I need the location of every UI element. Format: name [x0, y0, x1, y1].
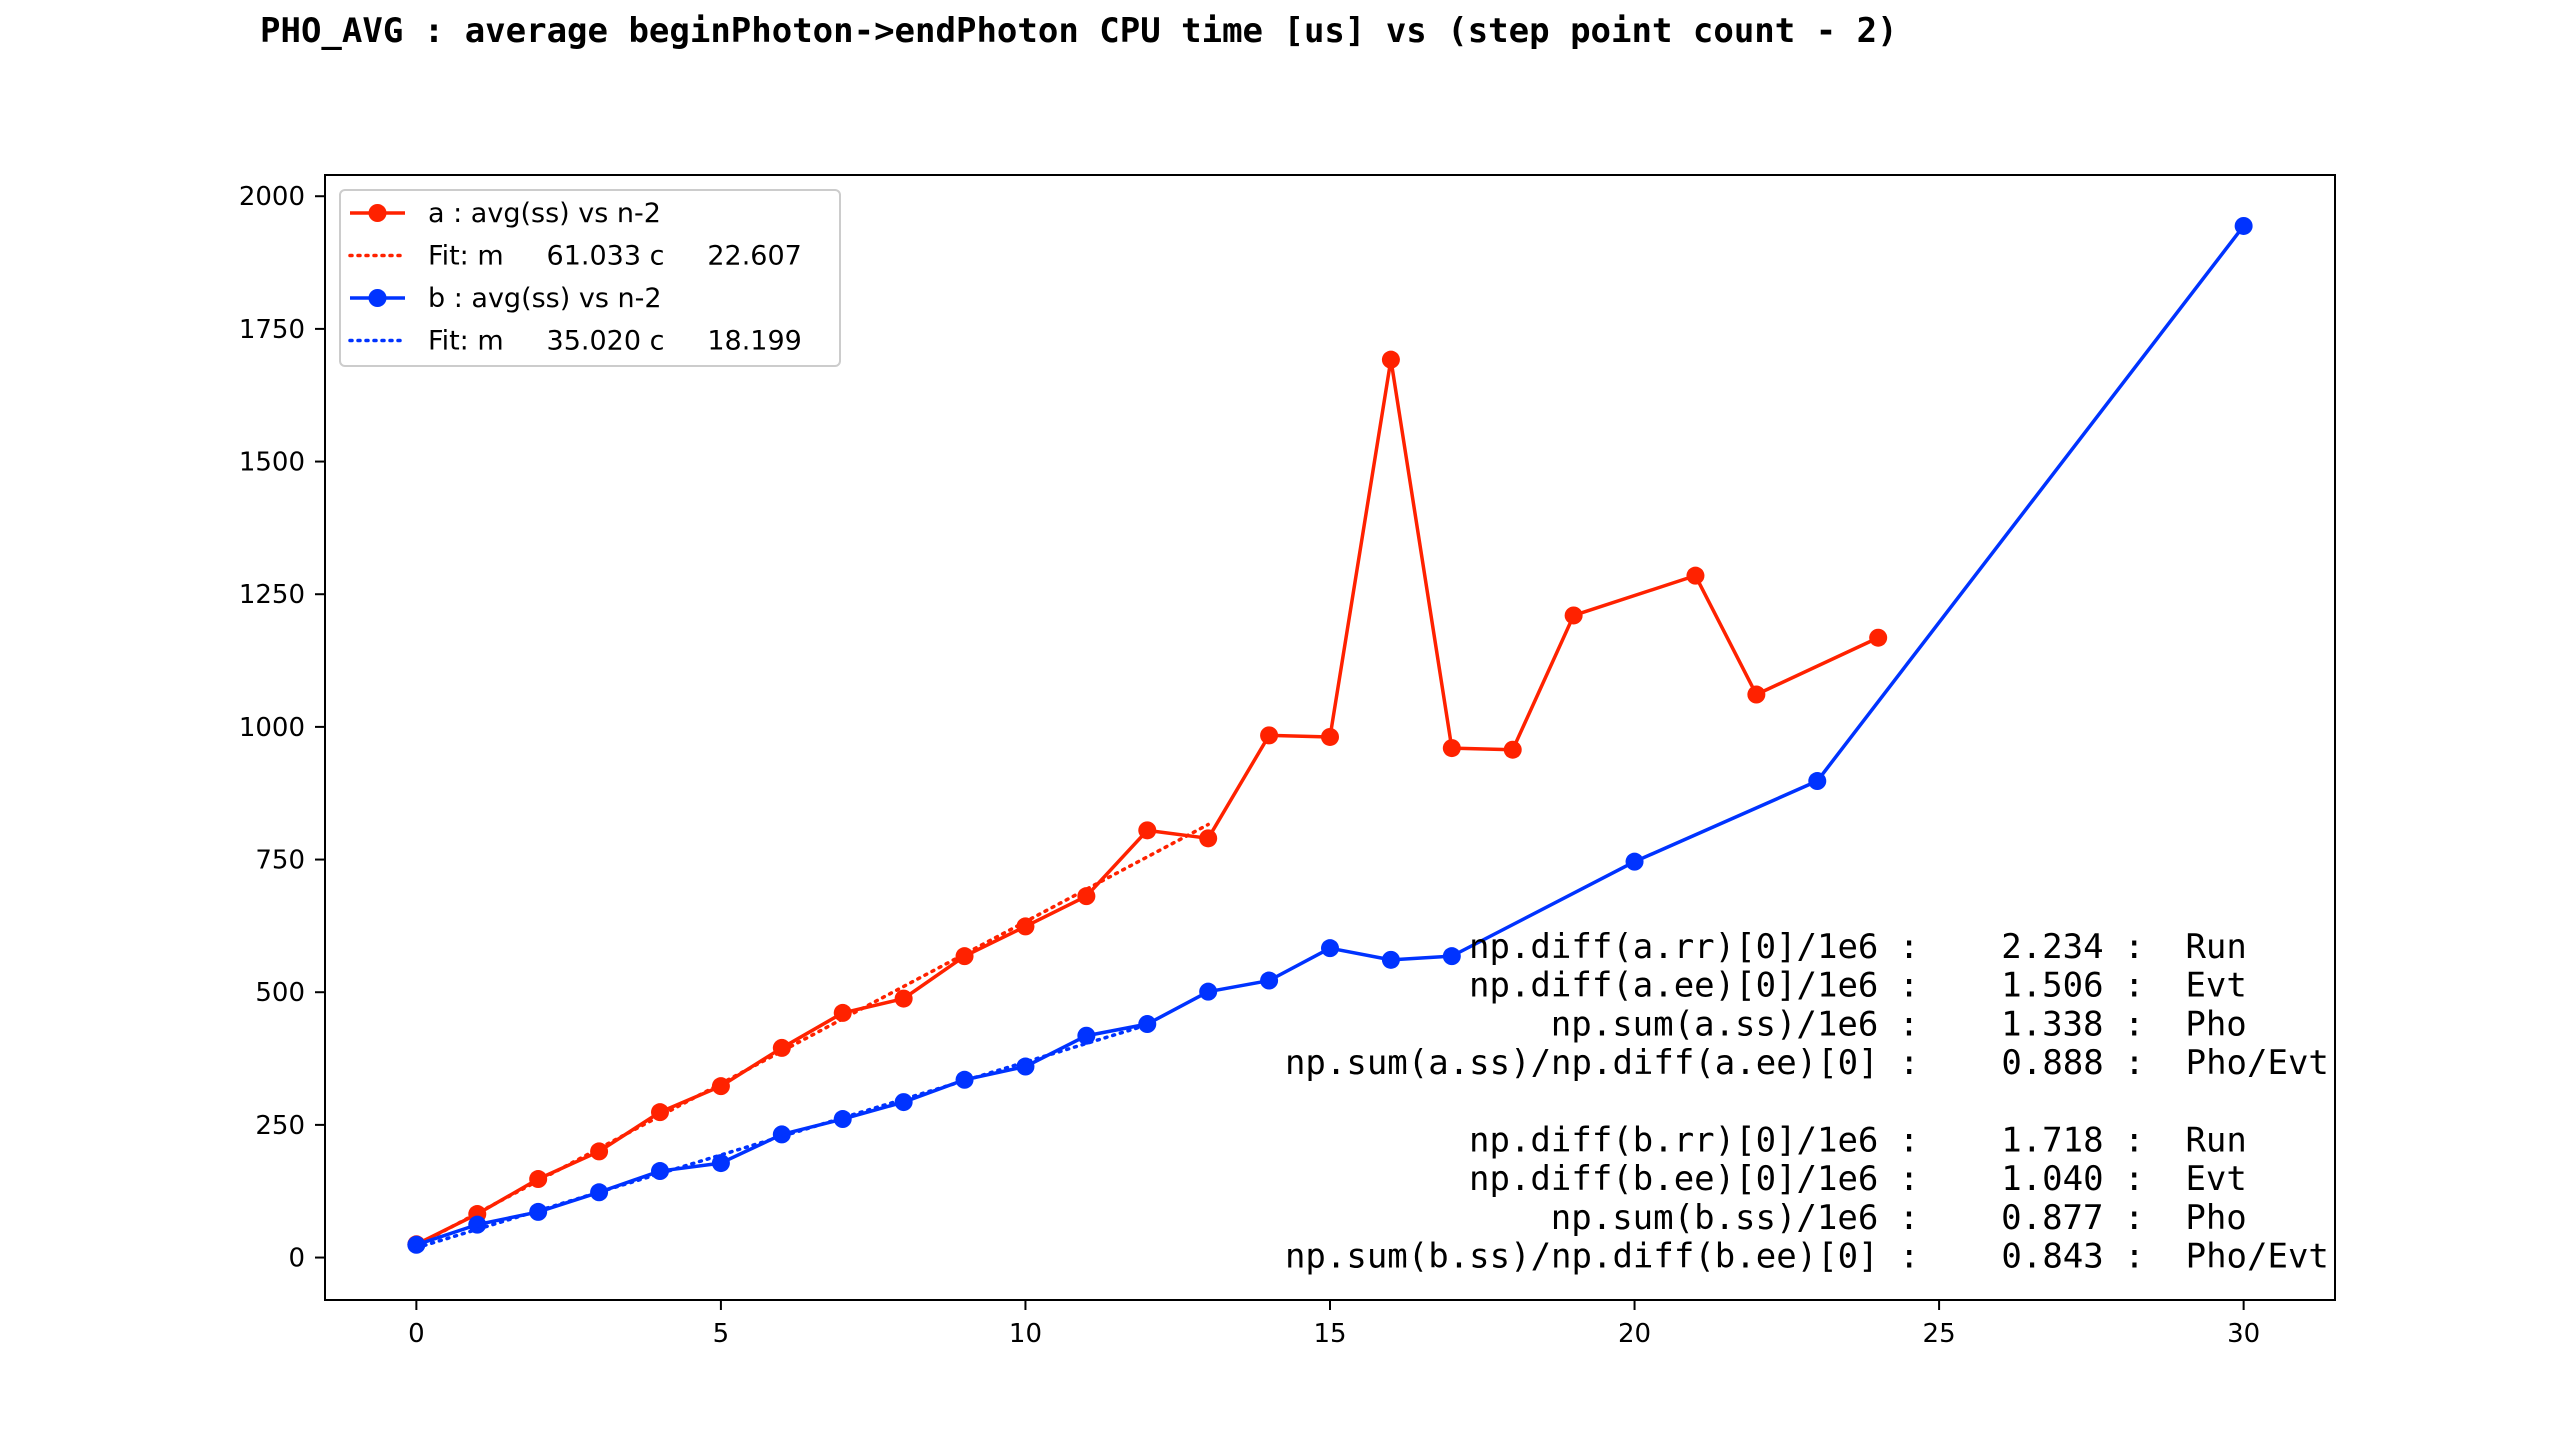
axes: 0 5 10 15 20 25 30 0 250 500 750 1000 1250 1500 1750 20… — [239, 182, 2260, 1349]
data-point — [529, 1170, 548, 1189]
series-line-0 — [415, 357, 1879, 1246]
y-tick-label: 2000 — [239, 182, 305, 212]
data-point — [955, 947, 974, 966]
data-point — [1747, 685, 1766, 704]
data-point — [955, 1070, 974, 1089]
chart-title: PHO_AVG : average beginPhoton->endPhoton… — [260, 11, 1898, 51]
data-point — [711, 1077, 730, 1096]
legend: a : avg(ss) vs n-2 Fit: m 61.033 c 22.607… — [339, 189, 841, 367]
y-tick-label: 750 — [255, 846, 305, 876]
data-point — [1260, 971, 1279, 990]
x-tick-label: 30 — [2227, 1319, 2260, 1349]
data-point — [590, 1142, 609, 1161]
annotation-line: np.diff(a.ee)[0]/1e6 : 1.506 : Evt — [1469, 966, 2247, 1006]
data-point — [407, 1235, 426, 1254]
annotation-line: np.sum(b.ss)/1e6 : 0.877 : Pho — [1551, 1198, 2247, 1238]
data-point — [468, 1215, 487, 1234]
legend-marker — [368, 204, 387, 222]
data-point — [1016, 917, 1035, 936]
legend-box — [339, 189, 841, 367]
fit-line-3 — [414, 1023, 1150, 1250]
x-tick-label: 25 — [1923, 1319, 1956, 1349]
data-point — [1442, 739, 1461, 758]
annotation-line: np.sum(a.ss)/np.diff(a.ee)[0] : 0.888 : … — [1285, 1043, 2329, 1083]
data-point — [772, 1125, 791, 1144]
y-tick-label: 1500 — [239, 448, 305, 478]
y-tick-label: 250 — [255, 1111, 305, 1141]
x-tick-label: 15 — [1313, 1319, 1346, 1349]
data-point — [1321, 727, 1339, 746]
y-tick-label: 500 — [255, 978, 305, 1008]
y-tick-label: 1750 — [239, 315, 305, 345]
data-point — [651, 1162, 669, 1181]
data-point — [1138, 1015, 1157, 1034]
data-point — [1686, 566, 1705, 585]
legend-label: Fit: m 35.020 c 18.199 — [428, 326, 802, 357]
data-point — [1077, 1026, 1096, 1045]
data-point — [833, 1110, 852, 1129]
annotation-line: np.sum(a.ss)/1e6 : 1.338 : Pho — [1551, 1004, 2247, 1044]
y-tick-label: 1000 — [239, 713, 305, 743]
legend-label: Fit: m 61.033 c 22.607 — [428, 241, 802, 272]
x-tick-label: 5 — [713, 1319, 730, 1349]
data-point — [1260, 726, 1279, 745]
x-tick-label: 0 — [408, 1319, 425, 1349]
annotation-line: np.diff(b.ee)[0]/1e6 : 1.040 : Evt — [1469, 1159, 2247, 1199]
legend-label: b : avg(ss) vs n-2 — [428, 283, 662, 314]
data-point — [1503, 740, 1522, 759]
x-tick-label: 20 — [1618, 1319, 1651, 1349]
x-tick-label: 10 — [1009, 1319, 1042, 1349]
fit-line-1 — [414, 822, 1210, 1248]
annotation-line: np.sum(b.ss)/np.diff(b.ee)[0] : 0.843 : … — [1285, 1237, 2329, 1277]
data-point — [711, 1154, 730, 1173]
legend-marker — [368, 289, 387, 307]
annotation-line: np.diff(a.rr)[0]/1e6 : 2.234 : Run — [1469, 927, 2247, 967]
y-tick-label: 1250 — [239, 580, 305, 610]
data-point — [1442, 947, 1461, 966]
y-tick-label: 0 — [288, 1244, 305, 1274]
data-point — [1808, 772, 1827, 791]
data-point — [894, 989, 913, 1008]
annotation-block: np.diff(a.rr)[0]/1e6 : 2.234 : Runnp.dif… — [1285, 927, 2329, 1277]
data-point — [1381, 350, 1400, 369]
data-point — [1869, 628, 1888, 647]
data-point — [1321, 939, 1339, 958]
data-point — [2234, 216, 2253, 235]
data-point — [1199, 982, 1218, 1001]
legend-label: a : avg(ss) vs n-2 — [428, 198, 661, 229]
data-point — [1564, 606, 1583, 625]
data-point — [1138, 821, 1157, 840]
data-point — [1381, 950, 1400, 969]
series-layer — [407, 216, 2253, 1254]
data-point — [1625, 852, 1644, 871]
data-point — [1199, 829, 1218, 848]
annotation-line: np.diff(b.rr)[0]/1e6 : 1.718 : Run — [1469, 1121, 2247, 1161]
